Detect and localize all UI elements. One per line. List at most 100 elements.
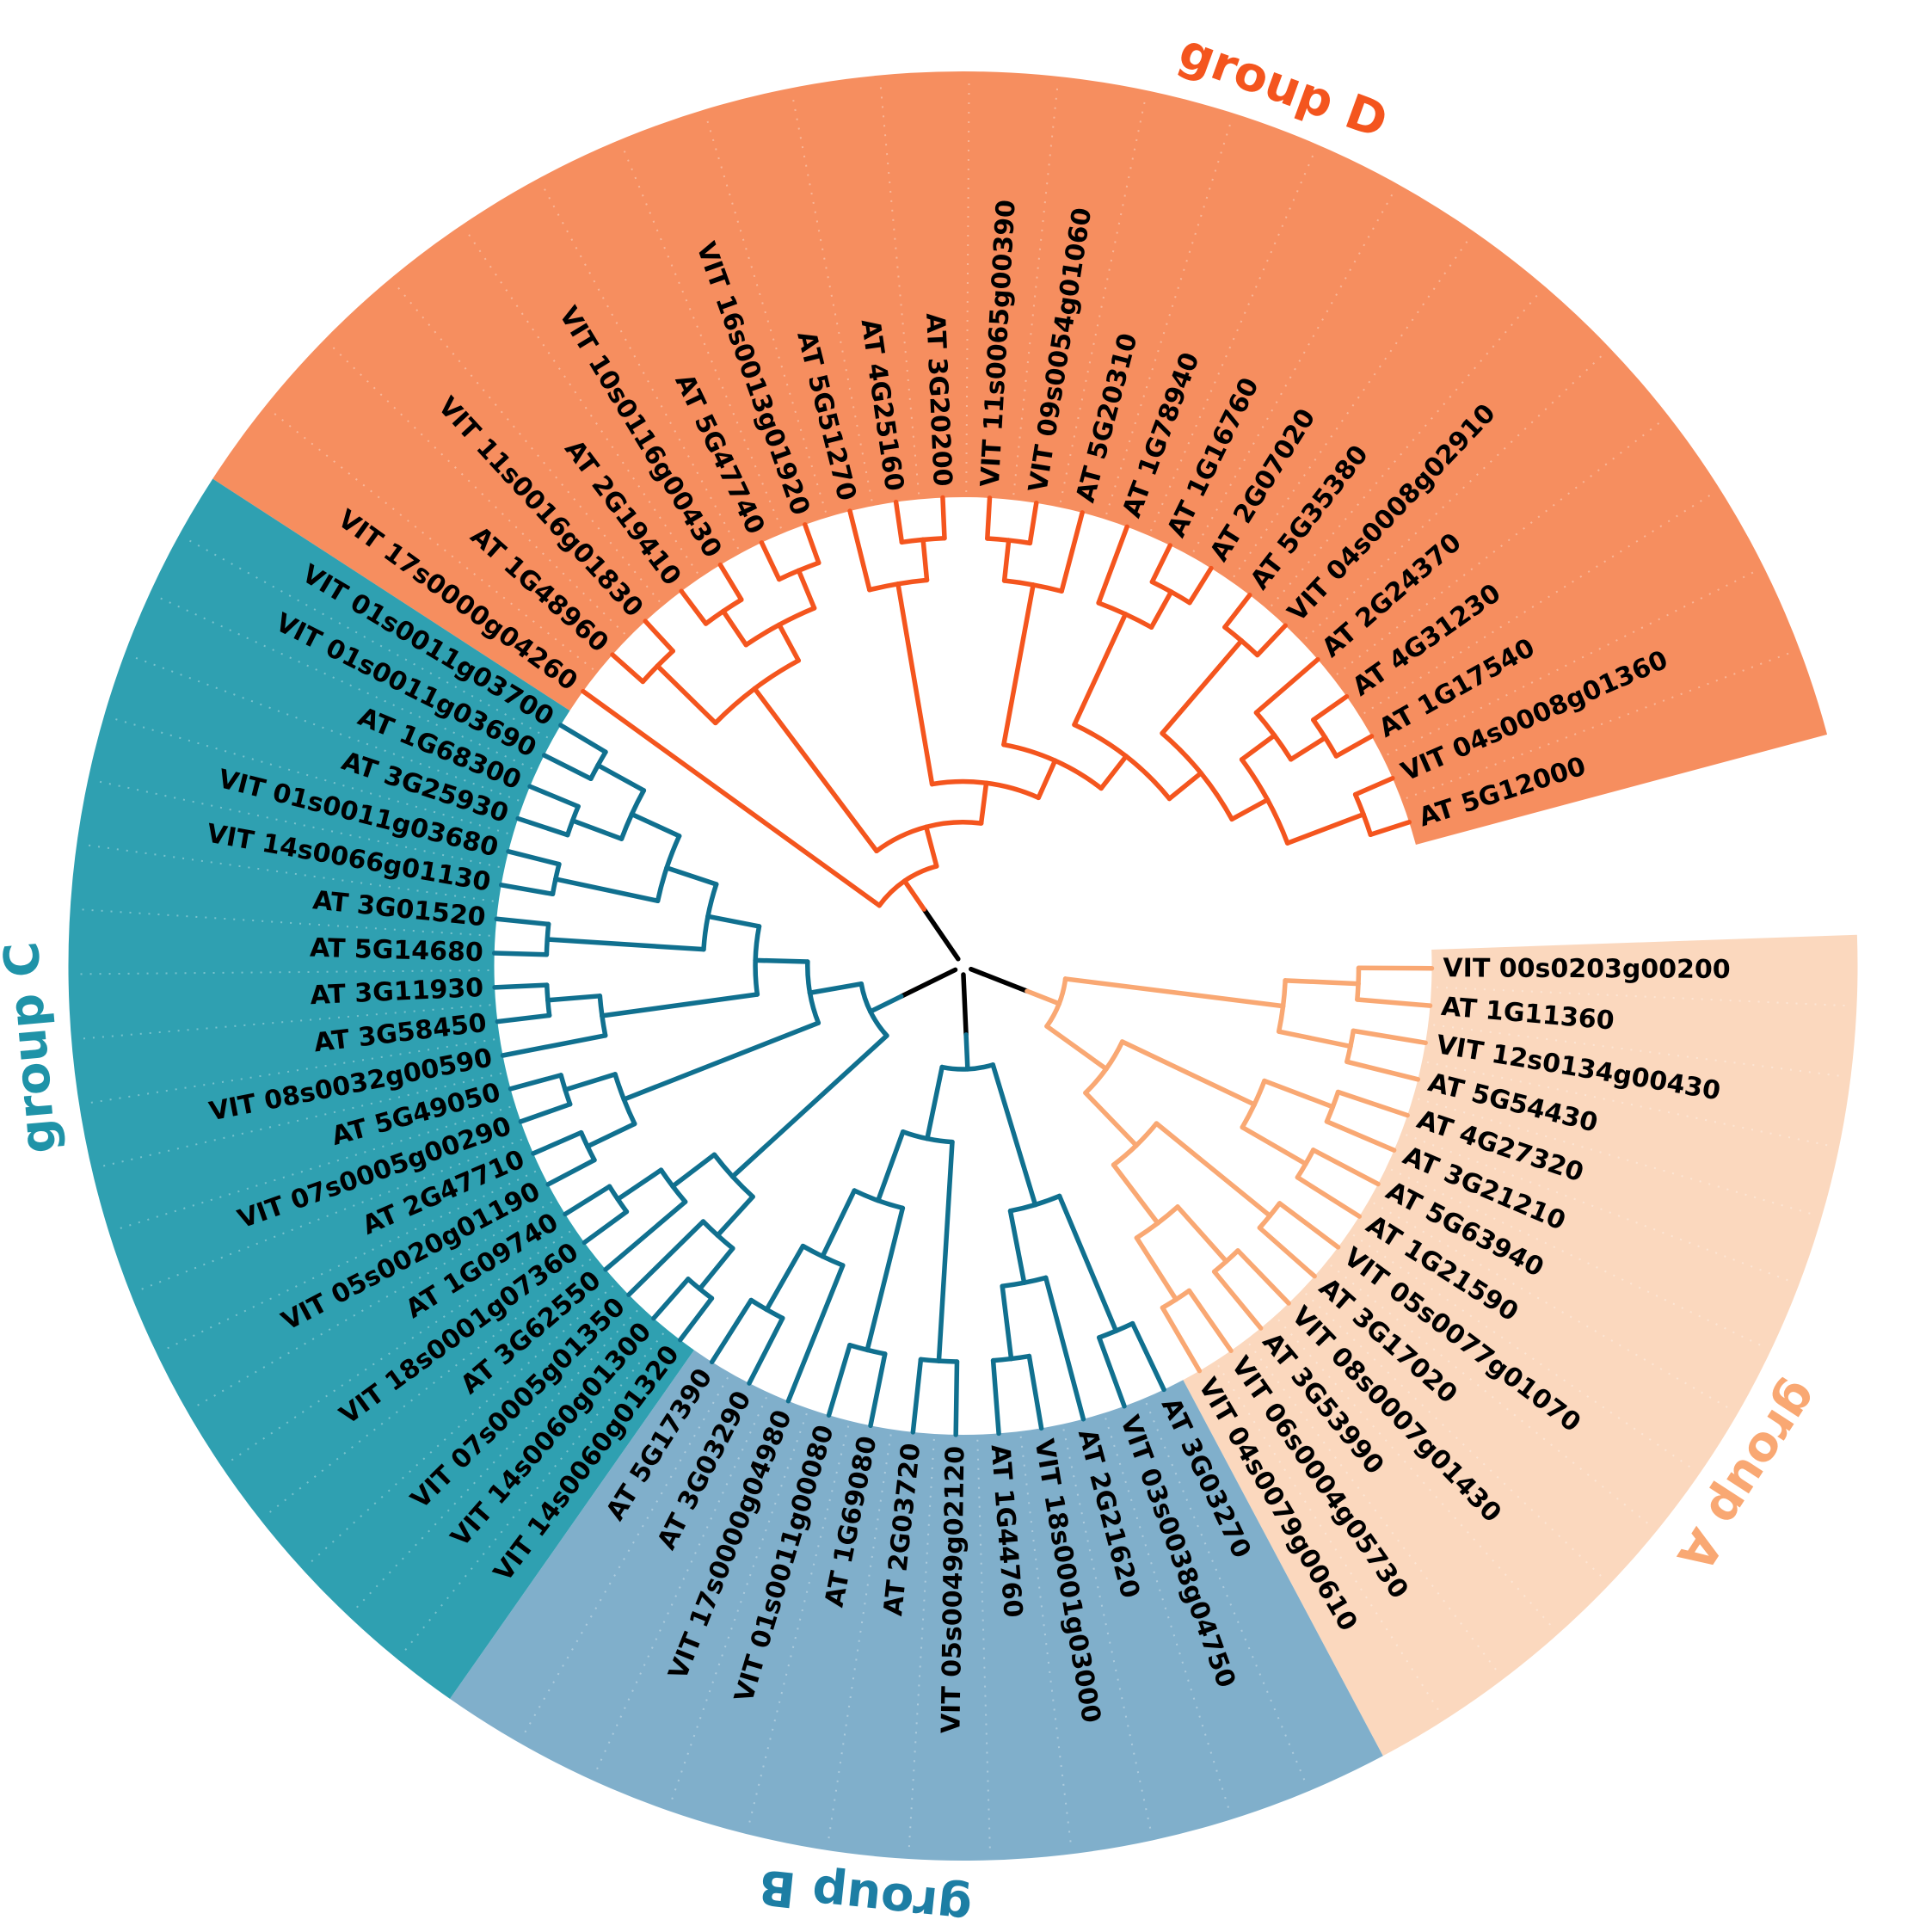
branch-arc — [990, 1356, 1014, 1363]
branch-arc — [1223, 1248, 1240, 1264]
branch-line — [985, 495, 993, 541]
branch-line — [1154, 1121, 1273, 1219]
branch-arc — [858, 981, 873, 1014]
branch-line — [1345, 1059, 1421, 1082]
branch-line — [545, 937, 706, 952]
branch-line — [621, 1020, 821, 1102]
branch-line — [1059, 510, 1085, 594]
branch-line — [1295, 1174, 1362, 1219]
branch-line — [785, 1263, 846, 1404]
branch-arc — [1160, 730, 1203, 776]
branch-line — [664, 865, 719, 887]
branch-arc — [777, 606, 817, 628]
branch-line — [990, 1357, 1001, 1437]
wedge-group-a — [1183, 934, 1858, 1757]
branch-line — [563, 1072, 618, 1092]
branch-arc — [1348, 1028, 1357, 1049]
branch-arc — [1123, 612, 1154, 631]
tree-edges — [491, 495, 1435, 1437]
branch-arc — [1031, 582, 1064, 594]
branch-arc — [1257, 1213, 1273, 1231]
branch-arc — [1097, 1328, 1119, 1340]
branch-line — [1036, 758, 1058, 801]
branch-line — [494, 916, 551, 927]
branch-arc — [929, 778, 989, 787]
branch-line — [1368, 820, 1412, 838]
branch-arc — [1104, 1039, 1125, 1072]
branch-arc — [923, 820, 984, 830]
branch-arc — [764, 1307, 785, 1321]
branch-line — [541, 753, 594, 782]
branch-line — [1288, 735, 1328, 762]
branch-line — [1239, 733, 1277, 762]
branch-arc — [1239, 757, 1271, 803]
branch-arc — [1355, 981, 1361, 1002]
branch-line — [600, 992, 760, 1018]
branch-line — [1083, 1090, 1139, 1148]
branch-arc — [1222, 625, 1244, 643]
branch-arc — [701, 914, 711, 952]
branch-line — [595, 762, 647, 793]
branch-line — [1129, 1320, 1166, 1393]
branch-line — [491, 951, 550, 957]
branch-arc — [900, 1129, 930, 1141]
branch-line — [1333, 734, 1375, 759]
wedge-group-d — [212, 71, 1828, 845]
branch-arc — [752, 658, 802, 692]
branch-line — [500, 1033, 608, 1058]
branch-arc — [901, 864, 939, 883]
branch-line — [865, 1205, 906, 1353]
root-stub — [921, 907, 961, 962]
branch-line — [651, 1277, 691, 1321]
branch-line — [826, 1343, 852, 1418]
branch-arc — [1155, 1204, 1180, 1226]
branch-arc — [1056, 976, 1068, 1006]
branch-line — [876, 1129, 906, 1203]
branch-arc — [1330, 1089, 1341, 1110]
branch-line — [1160, 638, 1244, 736]
branch-line — [820, 1188, 857, 1259]
group-c-label: group C — [0, 939, 68, 1155]
branch-line — [936, 1139, 955, 1363]
branch-arc — [729, 1174, 755, 1199]
branch-line — [1175, 1204, 1229, 1264]
branch-line — [1166, 770, 1203, 802]
branch-arc — [1345, 1043, 1353, 1065]
branch-line — [527, 784, 581, 809]
branch-line — [1283, 978, 1361, 987]
branch-line — [1335, 1089, 1410, 1118]
edges-group-d — [581, 495, 1412, 908]
branch-line — [705, 914, 762, 929]
branch-arc — [700, 1219, 720, 1238]
branch-arc — [1032, 1193, 1062, 1208]
branch-line — [709, 1297, 754, 1365]
branch-line — [990, 1062, 1038, 1208]
branch-arc — [820, 1253, 846, 1268]
group-trunk — [963, 1032, 970, 1072]
branch-arc — [655, 865, 669, 904]
branch-line — [759, 540, 782, 582]
branch-line — [626, 1219, 706, 1297]
branch-arc — [983, 780, 1041, 801]
branch-arc — [939, 1064, 970, 1072]
branch-line — [752, 686, 879, 854]
branch-arc — [985, 536, 1012, 543]
branch-arc — [629, 788, 647, 817]
branch-arc — [800, 1243, 825, 1259]
branch-line — [715, 1194, 755, 1238]
branch-line — [847, 508, 872, 593]
branch-line — [717, 562, 744, 602]
group-trunk — [868, 994, 904, 1014]
branch-arc — [936, 1358, 960, 1364]
branch-line — [492, 982, 550, 990]
branch-arc — [743, 622, 782, 648]
branch-arc — [621, 1097, 637, 1127]
branch-line — [670, 1152, 717, 1189]
branch-arc — [867, 581, 901, 593]
branch-arc — [796, 560, 821, 574]
branch-line — [1257, 1225, 1317, 1279]
branch-arc — [1052, 758, 1104, 791]
branch-line — [925, 1064, 945, 1141]
branch-arc — [1198, 770, 1234, 822]
